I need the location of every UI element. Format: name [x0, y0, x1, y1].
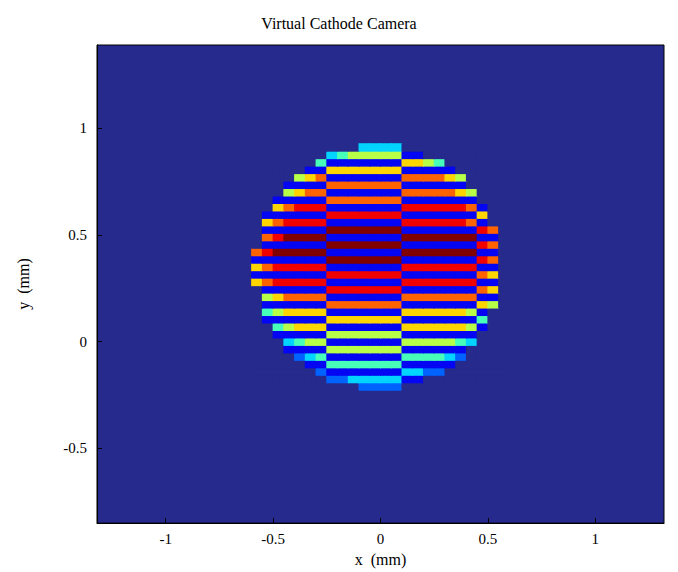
svg-text:0.5: 0.5	[479, 531, 498, 547]
svg-text:0: 0	[80, 334, 88, 350]
svg-text:Virtual Cathode Camera: Virtual Cathode Camera	[261, 15, 416, 32]
svg-text:x (mm): x (mm)	[355, 551, 407, 569]
svg-text:1: 1	[80, 120, 88, 136]
svg-text:-0.5: -0.5	[63, 440, 87, 456]
svg-text:0.5: 0.5	[68, 227, 87, 243]
svg-text:-0.5: -0.5	[261, 531, 285, 547]
svg-text:0: 0	[377, 531, 385, 547]
svg-text:y (mm): y (mm)	[15, 258, 33, 310]
svg-text:-1: -1	[159, 531, 172, 547]
svg-text:1: 1	[592, 531, 600, 547]
